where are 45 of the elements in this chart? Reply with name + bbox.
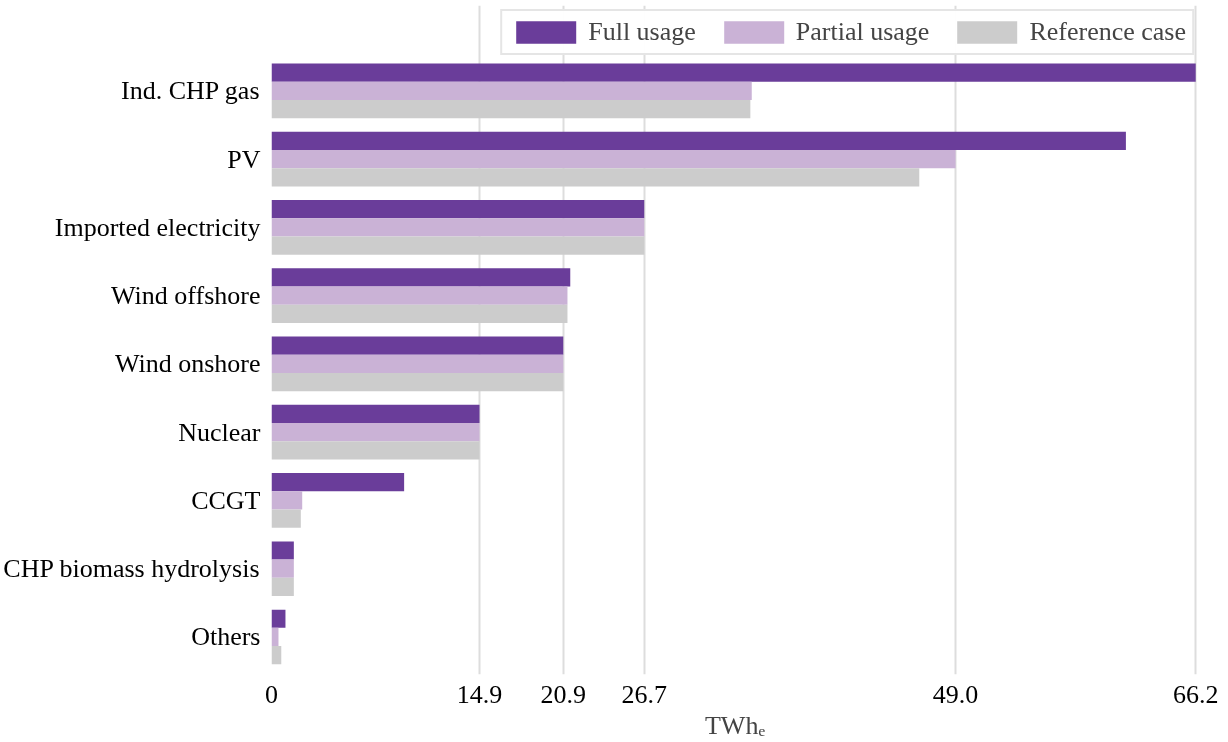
bar [271,609,286,628]
bar [271,491,303,510]
y-tick-label: Wind onshore [114,349,261,379]
bar [271,200,645,219]
y-tick-label: CHP biomass hydrolysis [3,554,260,584]
x-axis-title: TWhₑ [704,710,766,740]
bar [271,577,294,596]
bar [271,541,294,560]
bar [271,168,920,187]
legend-label: Full usage [588,17,696,47]
legend-label: Partial usage [795,17,930,47]
bar [271,404,480,424]
bar [271,286,568,305]
x-tick-label: 49.0 [932,679,979,709]
bar [271,236,645,255]
y-tick-label: Nuclear [178,417,261,447]
y-tick-label: Imported electricity [54,212,261,242]
bar [271,646,282,665]
bar [271,304,568,323]
bar [271,473,405,492]
x-tick-label: 20.9 [540,679,587,709]
x-tick-label: 66.2 [1172,679,1219,709]
legend-label: Reference case [1029,17,1186,47]
x-tick-label: 14.9 [456,679,503,709]
bar [271,149,956,169]
bar [271,268,571,287]
x-tick-label: 0 [265,679,278,709]
bar [271,372,564,392]
bar [271,441,480,460]
bar [271,131,1126,150]
y-tick-label: PV [227,144,261,174]
bar [271,81,752,100]
bar [271,336,564,355]
y-tick-label: Others [191,622,261,652]
x-tick-label: 26.7 [621,679,667,709]
y-tick-label: Ind. CHP gas [121,76,260,106]
y-tick-label: CCGT [191,485,261,515]
bar [271,354,564,373]
bar [271,423,480,442]
bar [271,559,294,578]
bar [271,63,1196,82]
y-tick-label: Wind offshore [111,281,261,311]
bar [271,99,751,119]
bar [271,218,645,237]
bar [271,509,301,528]
